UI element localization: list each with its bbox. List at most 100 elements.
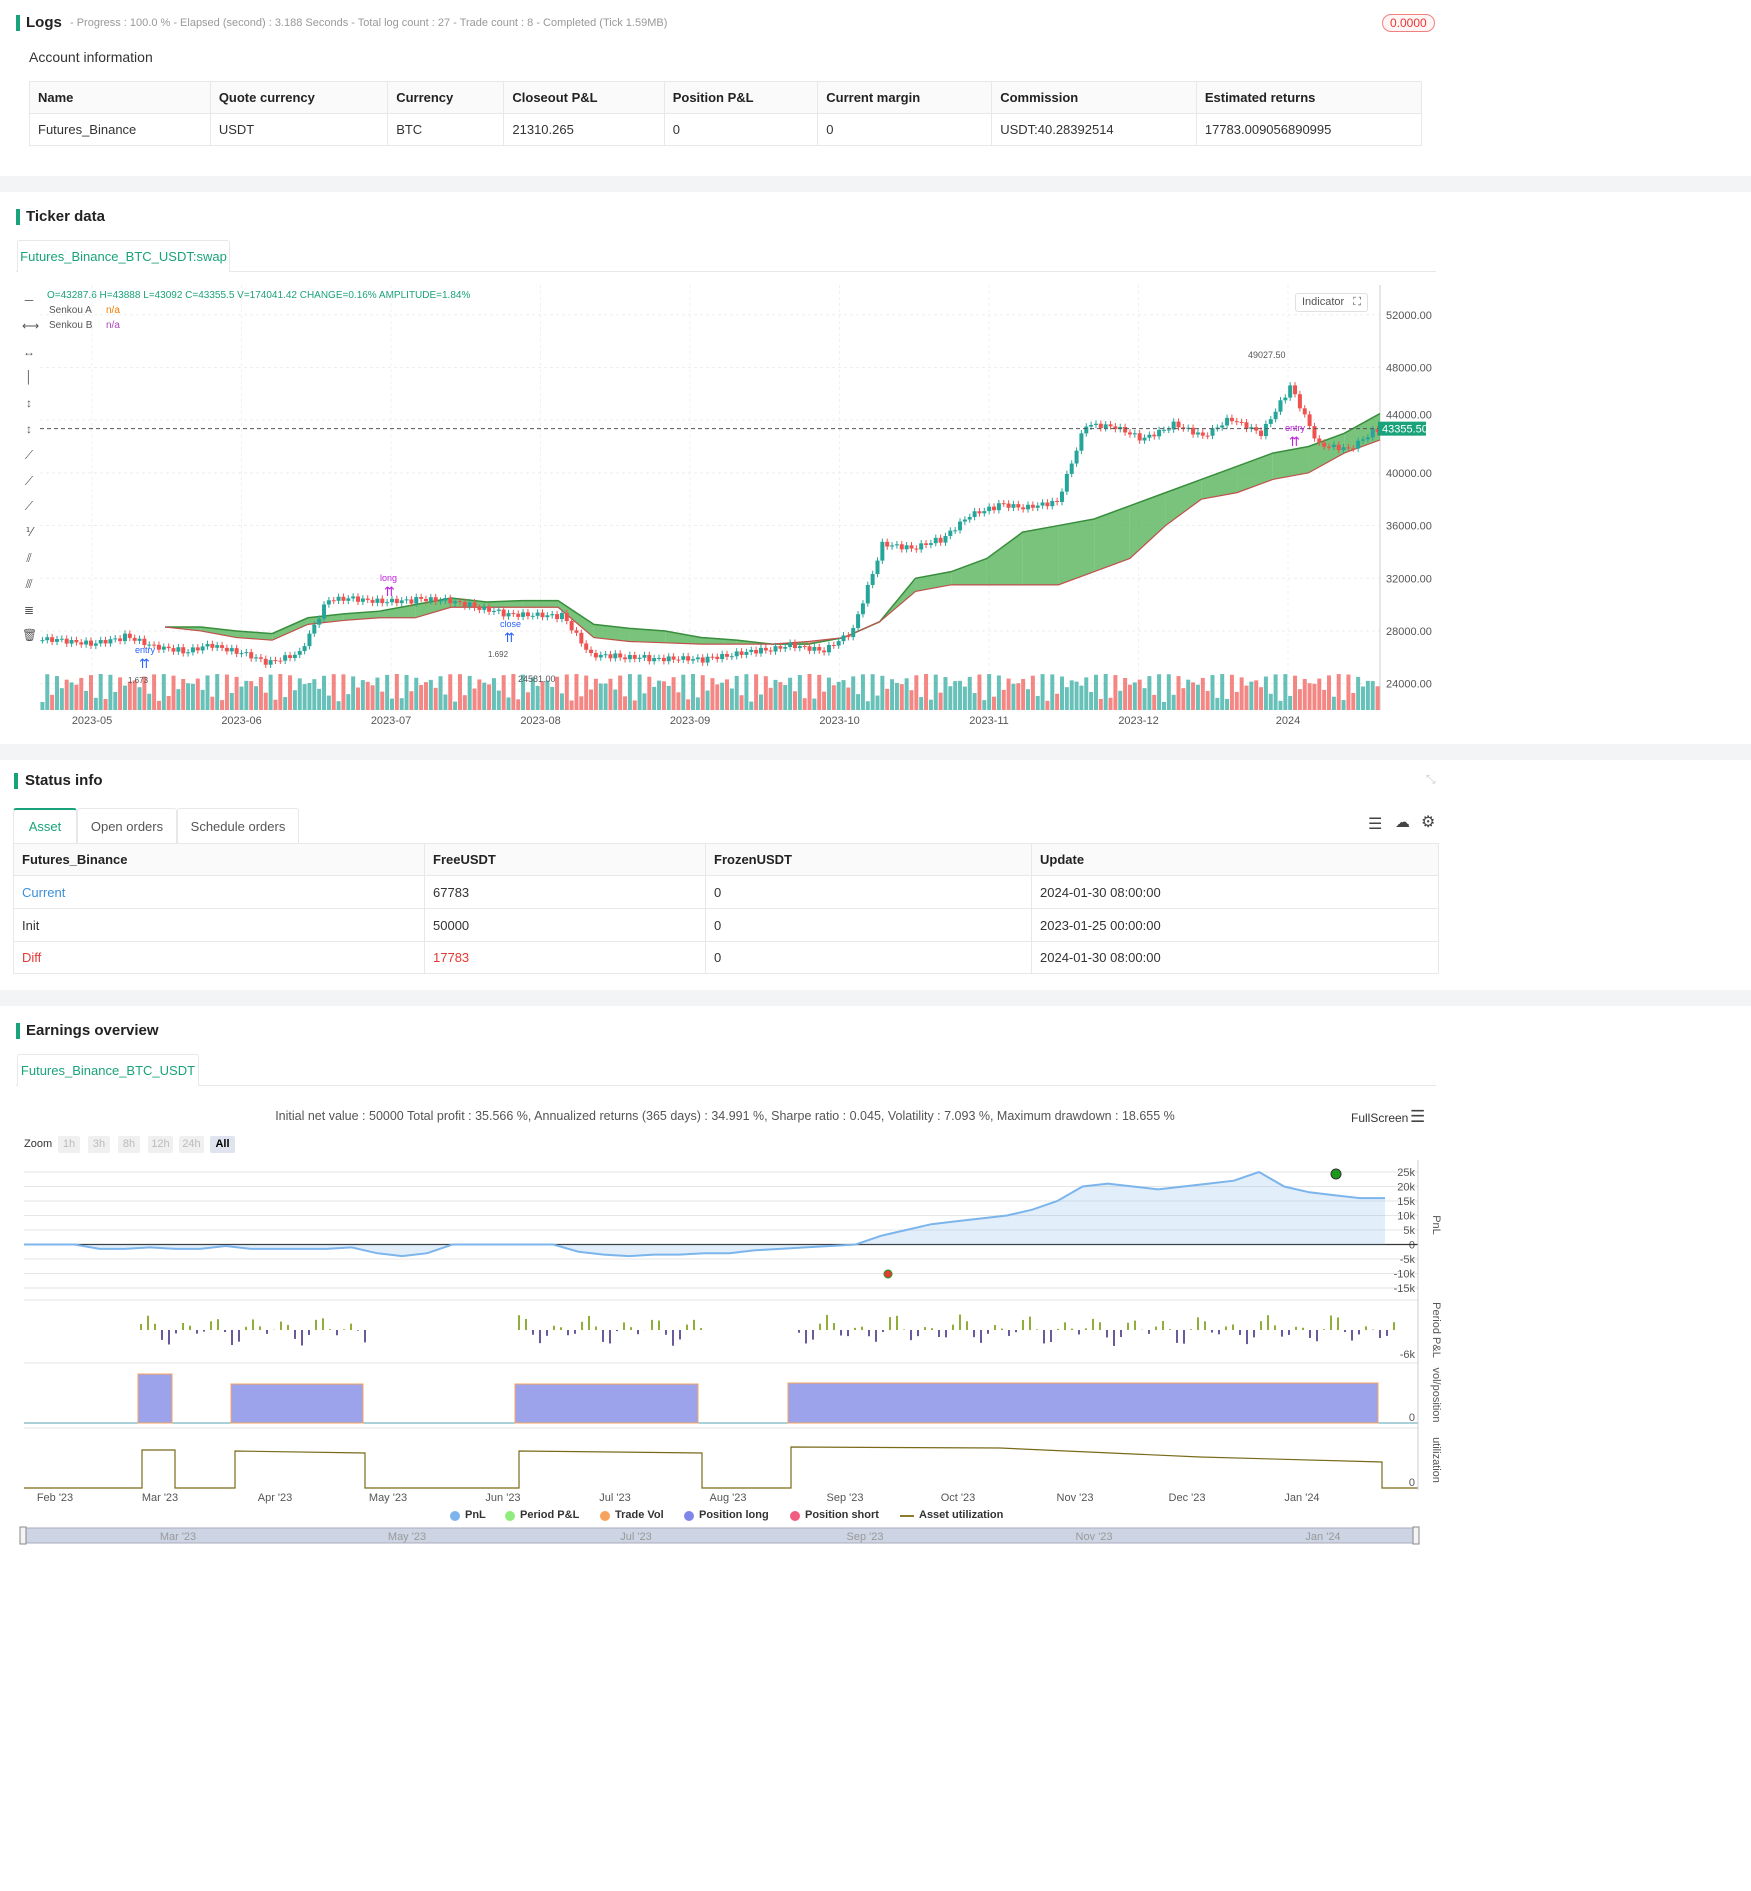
drawing-tool-icon[interactable]: ⟋ [24,447,34,462]
legend-position-long[interactable]: Position long [684,1509,769,1522]
cell: Diff [13,941,425,974]
volume-bar [462,695,467,710]
menu-icon[interactable]: ☰ [1410,1107,1426,1126]
volume-bar [477,679,482,710]
zoom-3h[interactable]: 3h [88,1136,110,1153]
drawing-tool-icon[interactable]: ↕ [26,422,32,436]
period-pnl-bar [217,1319,219,1330]
period-pnl-bar [637,1330,639,1335]
volume-bar [1225,698,1230,710]
drawing-tool-icon[interactable]: ⅟ [25,525,33,540]
volume-bar [501,675,506,710]
volume-bar [1127,684,1132,710]
period-pnl-bar [1232,1324,1234,1330]
fullscreen-button[interactable]: FullScreen [1351,1111,1409,1125]
period-pnl-bar [581,1321,583,1330]
tab-asset[interactable]: Asset [13,808,77,843]
volume-bar [734,675,739,710]
last-price-tag [1378,421,1426,436]
legend-period-pnl[interactable]: Period P&L [505,1509,579,1522]
candle [603,654,608,656]
period-pnl-bar [700,1328,702,1330]
x-tick-label: Apr '23 [258,1492,293,1504]
drawing-tool-icon[interactable]: ⟋ [24,473,34,488]
settings-icon[interactable]: ⚙ [1421,814,1436,831]
period-pnl-bar [322,1318,324,1330]
earnings-chart[interactable]: 25k 20k 15k 10k 5k 0 -5k -10k -15k -6k 0 0 PnL Period… [0,1160,1451,1550]
period-pnl-bar [1001,1328,1003,1330]
volume-bar [472,688,477,710]
x-tick-label: Jul '23 [599,1492,630,1504]
candle [700,657,705,663]
drawing-tool-icon[interactable]: │ [25,370,33,385]
drawing-tool-icon[interactable]: ≣ [23,602,35,617]
tab-open-orders[interactable]: Open orders [77,808,177,843]
tab-earnings-symbol[interactable]: Futures_Binance_BTC_USDT [17,1054,199,1086]
drawing-tool-icon[interactable]: ↕ [26,396,32,411]
period-pnl-bar [1092,1318,1094,1330]
period-pnl-bar [588,1315,590,1330]
candle [268,660,273,665]
drawing-tool-icon[interactable]: ⟷ [22,318,40,333]
y-tick-label: -5k [1400,1254,1416,1266]
drawing-tool-icon[interactable]: ⫻ [25,576,33,591]
tab-schedule-orders[interactable]: Schedule orders [177,808,299,843]
volume-bar [132,680,137,710]
zoom-12h[interactable]: 12h [148,1136,173,1153]
volume-bar [220,700,225,710]
period-pnl-bar [1057,1328,1059,1330]
volume-bar [948,686,953,710]
drawing-tool-icon[interactable]: 🗑 [22,628,38,643]
candle [404,599,409,601]
period-pnl-bar [252,1319,254,1330]
candle [632,654,637,659]
legend-trade-vol[interactable]: Trade Vol [600,1509,664,1522]
volume-bar [890,679,895,710]
volume-bar [569,700,574,710]
candle [443,597,448,601]
indicator-button[interactable]: Indicator ⛶ [1295,293,1368,312]
period-pnl-bar [609,1330,611,1344]
volume-bar [744,674,749,710]
cell[interactable]: Current [13,875,425,909]
period-pnl-bar [147,1315,149,1330]
tab-ticker-symbol[interactable]: Futures_Binance_BTC_USDT:swap [17,240,230,272]
low-label: 24581.00 [518,674,556,684]
candle [137,638,142,641]
zoom-all[interactable]: All [210,1136,235,1153]
drawing-tool-icon[interactable]: ⫽ [26,551,32,565]
candle [768,650,773,652]
zoom-24h[interactable]: 24h [179,1136,204,1153]
drawing-tool-icon[interactable]: ⟋ [24,499,34,514]
volume-bar [176,689,181,710]
collapse-icon[interactable]: ⤡ [1426,772,1436,786]
zoom-1h[interactable]: 1h [58,1136,80,1153]
drawing-tool-icon[interactable]: ─ [24,293,34,307]
candle [1336,444,1341,451]
volume-bar [292,690,297,710]
legend-position-short[interactable]: Position short [790,1509,879,1522]
candle [797,646,802,649]
candle [715,656,720,660]
period-pnl-bar [602,1330,604,1342]
legend-pnl[interactable]: PnL [450,1509,486,1522]
volume-bar [1132,682,1137,710]
list-icon[interactable]: ☰ [1368,816,1383,833]
volume-bar [647,676,652,710]
x-tick-label: Nov '23 [1057,1492,1094,1504]
x-tick-label: Sep '23 [827,1492,864,1504]
volume-bar [700,675,705,710]
section-marker [14,773,18,789]
period-pnl-bar [1008,1330,1010,1336]
download-icon[interactable]: ☁ [1395,814,1410,831]
period-pnl-bar [987,1330,989,1334]
zoom-8h[interactable]: 8h [118,1136,140,1153]
volume-bar [331,674,336,710]
drawing-tool-icon[interactable]: ↔ [23,344,35,359]
candle [1273,411,1278,420]
candlestick-chart[interactable]: 24000.00 28000.00 32000.00 36000.00 40000.00… [40,285,1440,730]
legend-asset-utilization[interactable]: Asset utilization [900,1509,1003,1522]
y-tick-label: 20k [1397,1182,1415,1194]
expand-icon[interactable]: ⛶ [1353,296,1361,308]
x-tick-label: 2023-06 [221,715,261,727]
